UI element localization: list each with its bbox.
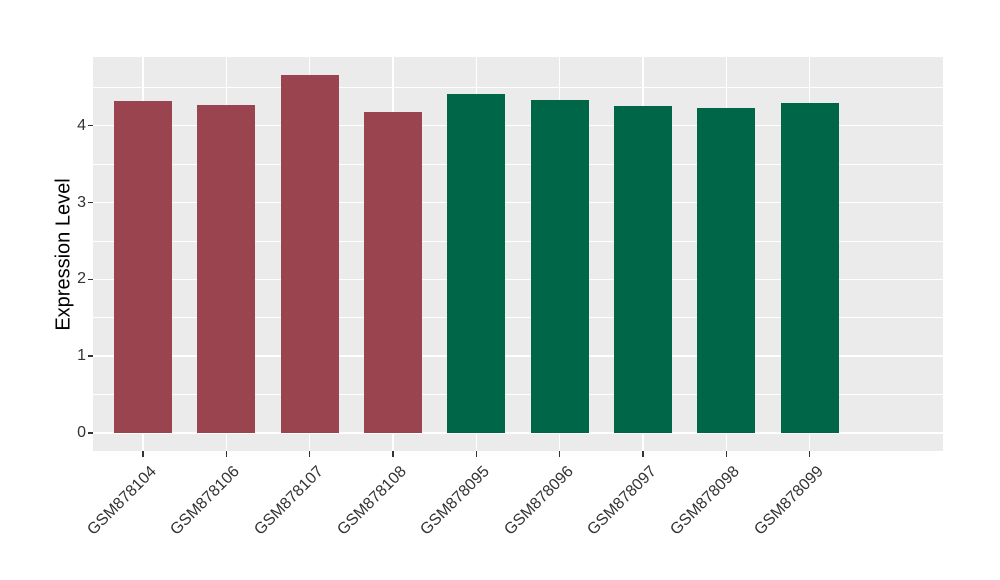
x-tick-label: GSM878104 xyxy=(84,463,161,539)
bars-layer xyxy=(93,57,943,451)
y-tick-mark xyxy=(88,355,93,358)
y-tick-label: 3 xyxy=(77,193,86,211)
y-tick-mark xyxy=(88,278,93,281)
x-tick-mark xyxy=(142,451,144,457)
bar-GSM878106 xyxy=(197,104,256,434)
y-tick-mark xyxy=(88,124,93,127)
y-tick-label: 0 xyxy=(77,424,86,442)
y-minor-gridline xyxy=(93,86,943,88)
y-major-gridline xyxy=(93,124,943,127)
x-tick-label: GSM878107 xyxy=(251,463,327,539)
x-tick-mark xyxy=(558,451,561,457)
bar-GSM878096 xyxy=(530,99,589,434)
y-major-gridline xyxy=(93,201,943,204)
y-tick-mark xyxy=(88,201,93,204)
x-tick-mark xyxy=(808,451,811,457)
x-tick-mark xyxy=(475,451,478,457)
bar-GSM878107 xyxy=(280,74,339,434)
x-tick-label: GSM878098 xyxy=(667,463,744,539)
y-axis-title: Expression Level xyxy=(52,178,75,331)
x-tick-label: GSM878097 xyxy=(584,463,661,539)
bar-GSM878098 xyxy=(697,107,756,434)
y-minor-gridline xyxy=(93,317,943,319)
x-tick-label: GSM878096 xyxy=(501,463,577,539)
plot-panel xyxy=(93,57,943,451)
bar-GSM878095 xyxy=(447,94,506,434)
y-major-gridline xyxy=(93,278,943,281)
y-tick-label: 4 xyxy=(77,116,86,134)
y-minor-gridline xyxy=(93,240,943,242)
x-tick-label: GSM878099 xyxy=(751,463,827,539)
x-tick-mark xyxy=(308,451,311,457)
y-minor-gridline xyxy=(93,163,943,165)
bar-GSM878099 xyxy=(780,102,839,434)
y-major-gridline xyxy=(93,432,943,434)
x-tick-mark xyxy=(725,451,728,457)
x-tick-mark xyxy=(225,451,228,457)
y-major-gridline xyxy=(93,355,943,358)
y-tick-mark xyxy=(88,432,93,434)
x-tick-mark xyxy=(642,451,644,457)
bar-GSM878108 xyxy=(363,111,423,434)
x-tick-mark xyxy=(392,451,394,457)
x-tick-label: GSM878106 xyxy=(167,463,244,539)
y-tick-label: 2 xyxy=(77,270,86,288)
y-minor-gridline xyxy=(93,394,943,396)
x-tick-label: GSM878108 xyxy=(334,463,411,539)
x-tick-label: GSM878095 xyxy=(417,463,494,539)
bar-GSM878104 xyxy=(113,101,173,434)
y-tick-label: 1 xyxy=(77,347,86,365)
bar-GSM878097 xyxy=(613,105,673,434)
